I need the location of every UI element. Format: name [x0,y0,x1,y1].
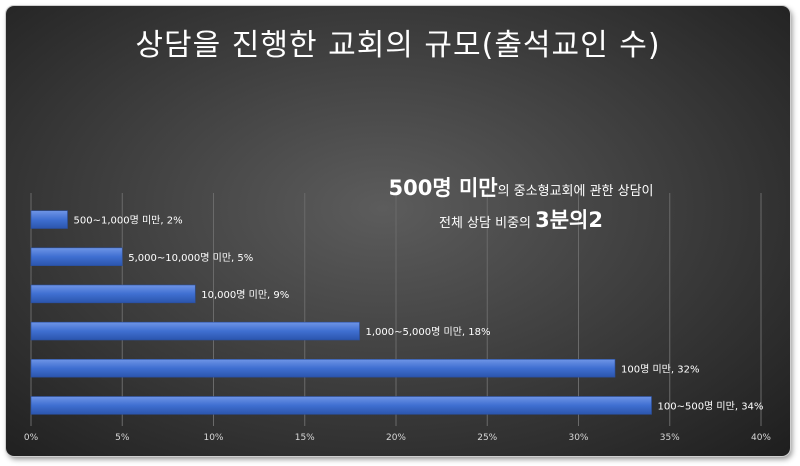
bar [30,210,68,229]
data-label: 5,000~10,000명 미만, 5% [128,252,253,264]
data-label: 500~1,000명 미만, 2% [74,215,183,227]
x-tick-label: 30% [568,433,588,443]
data-label: 1,000~5,000명 미만, 18% [366,326,491,338]
x-tick-label: 0% [24,433,39,443]
bar-chart: 500~1,000명 미만, 2% 5,000~10,000명 미만, 5% 10,… [24,193,771,443]
annotation: 500명 미만의 중소형교회에 관한 상담이 전체 상담 비중의 3분의2 [366,174,676,238]
annotation-text: 의 중소형교회에 관한 상담이 [497,184,654,199]
annotation-line-1: 500명 미만의 중소형교회에 관한 상담이 [366,174,676,206]
bar [30,321,360,341]
data-label: 100~500명 미만, 34% [658,400,764,412]
chart-frame: 상담을 진행한 교회의 규모(출석교인 수) 500~1,000명 미만, 2%… [6,6,790,456]
bar [30,359,616,378]
x-tick-label: 25% [477,433,497,443]
bar [30,247,123,266]
x-tick-label: 40% [751,433,771,443]
annotation-text: 전체 상담 비중의 [439,216,536,231]
chart-title: 상담을 진행한 교회의 규모(출석교인 수) [135,28,661,63]
x-tick-label: 20% [386,433,406,443]
annotation-highlight: 3분의2 [535,208,603,232]
data-label: 10,000명 미만, 9% [201,289,289,301]
annotation-line-2: 전체 상담 비중의 3분의2 [366,206,676,238]
x-tick-label: 15% [295,433,315,443]
x-tick-label: 35% [660,433,680,443]
x-tick-label: 10% [203,433,223,443]
bar [30,396,652,415]
data-label: 100명 미만, 32% [621,363,699,375]
x-tick-label: 5% [115,433,130,443]
annotation-highlight: 500명 미만 [388,176,498,200]
bar [30,284,196,304]
